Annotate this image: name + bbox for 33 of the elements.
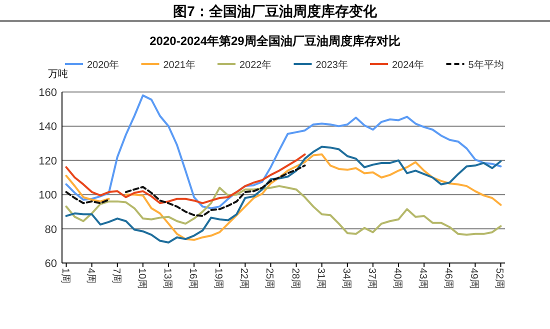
y-tick-label: 60 — [44, 258, 57, 270]
legend-label: 2023年 — [316, 59, 348, 71]
y-tick-label: 80 — [44, 224, 57, 236]
y-axis-title: 万吨 — [48, 68, 68, 80]
x-tick-label: 7周 — [110, 268, 122, 284]
legend-label: 2024年 — [392, 59, 424, 71]
y-tick-label: 120 — [38, 155, 57, 168]
y-tick-label: 160 — [38, 87, 57, 99]
x-tick-label: 49周 — [468, 268, 480, 290]
x-tick-label: 22周 — [238, 268, 250, 290]
legend-label: 5年平均 — [468, 59, 504, 71]
x-tick-label: 4周 — [84, 268, 96, 284]
x-tick-label: 46周 — [442, 268, 454, 290]
x-tick-label: 28周 — [289, 268, 300, 290]
x-tick-label: 40周 — [392, 268, 403, 290]
legend-label: 2022年 — [240, 59, 272, 71]
x-tick-label: 31周 — [314, 268, 326, 290]
x-tick-label: 1周 — [59, 268, 70, 284]
x-tick-label: 13周 — [161, 268, 172, 290]
y-tick-label: 100 — [38, 190, 57, 202]
x-tick-label: 25周 — [264, 268, 275, 290]
legend-label: 2021年 — [163, 59, 196, 71]
x-tick-label: 10周 — [136, 268, 147, 290]
x-tick-label: 43周 — [417, 268, 428, 290]
x-tick-label: 16周 — [187, 268, 198, 290]
x-tick-label: 19周 — [212, 268, 224, 290]
x-tick-label: 34周 — [340, 268, 352, 290]
chart-title: 图7：全国油厂豆油周度库存变化 — [173, 3, 378, 19]
y-tick-label: 140 — [38, 121, 57, 134]
x-tick-label: 52周 — [494, 268, 505, 290]
chart-subtitle: 2020-2024年第29周全国油厂豆油周度库存对比 — [150, 34, 400, 48]
x-tick-label: 37周 — [366, 268, 377, 290]
legend-label: 2020年 — [87, 59, 120, 71]
